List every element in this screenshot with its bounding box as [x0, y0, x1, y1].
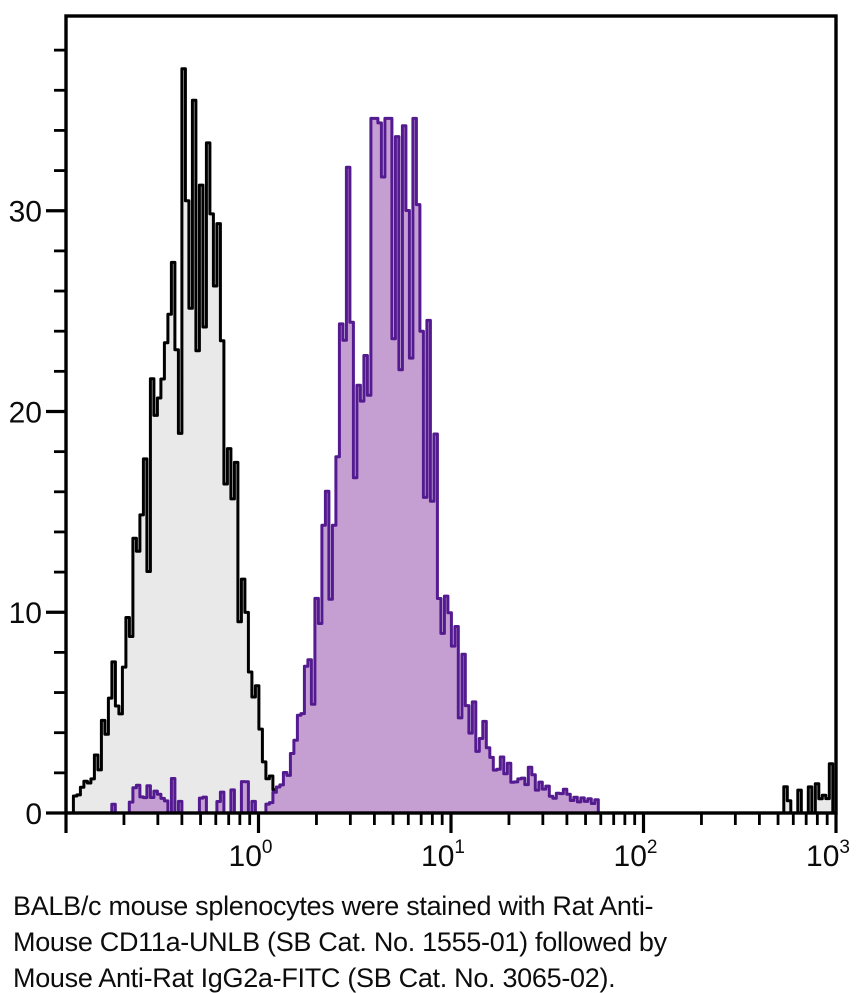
y-tick-label: 30 [9, 196, 42, 229]
caption-line-1: BALB/c mouse splenocytes were stained wi… [13, 891, 654, 921]
x-tick-label: 100 [229, 837, 273, 873]
cd11a-fitc-purple-fill [108, 118, 606, 813]
cd11a-fitc-purple-outline [108, 116, 606, 815]
y-tick-label: 20 [9, 396, 42, 429]
x-tick-label: 101 [421, 837, 465, 873]
caption-line-3: Mouse Anti-Rat IgG2a-FITC (SB Cat. No. 3… [13, 963, 616, 993]
y-tick-label: 0 [25, 798, 42, 831]
x-tick-label: 103 [806, 837, 850, 873]
axes-layer [46, 14, 838, 833]
axis-labels-layer: 0 10 20 30 100 101 102 103 [9, 196, 850, 873]
x-tick-label: 102 [614, 837, 658, 873]
figure-caption: BALB/c mouse splenocytes were stained wi… [13, 888, 843, 993]
caption-line-2: Mouse CD11a-UNLB (SB Cat. No. 1555-01) f… [13, 927, 667, 957]
flow-cytometry-histogram-chart: 0 10 20 30 100 101 102 103 [9, 14, 850, 873]
histogram-series-layer [69, 67, 836, 815]
y-tick-label: 10 [9, 597, 42, 630]
